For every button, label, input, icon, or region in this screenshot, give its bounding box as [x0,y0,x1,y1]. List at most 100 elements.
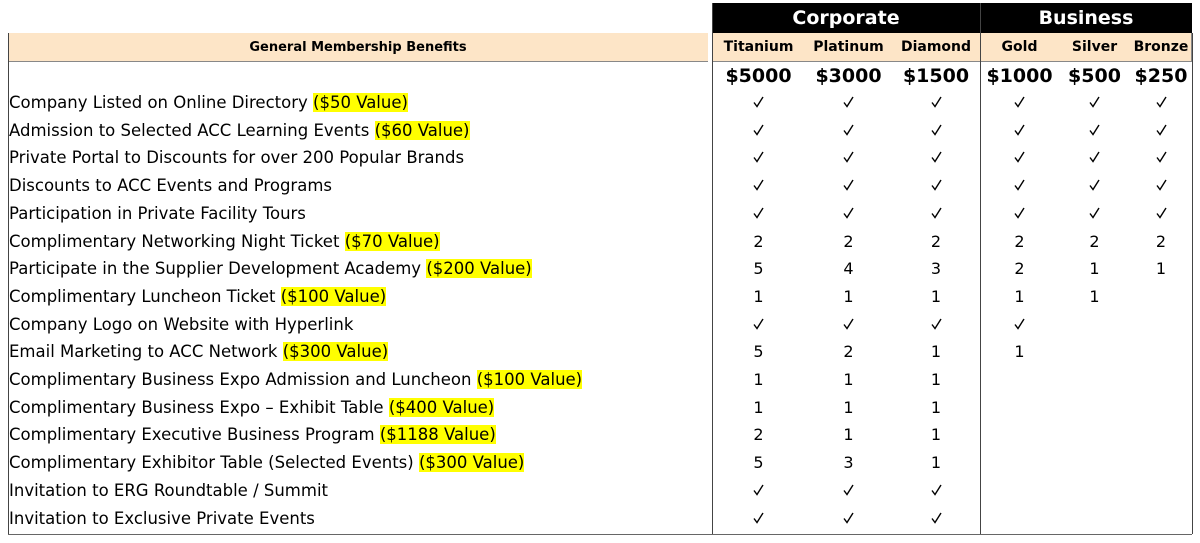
checkmark-glyph [1014,96,1025,108]
benefit-count: 2 [753,425,764,444]
benefit-count: 1 [843,425,854,444]
checkmark-glyph [753,96,764,108]
benefit-row-label: Complimentary Executive Business Program… [9,421,496,449]
check-icon [892,200,980,228]
tier-gold-price: $1000 [986,65,1053,87]
benefit-count: 1 [930,342,942,361]
column-divider [8,33,9,534]
checkmark-glyph [753,179,764,191]
checkmark-glyph [843,512,854,524]
benefit-row-label: Complimentary Business Expo Admission an… [9,366,583,394]
checkmark-glyph [1014,124,1025,136]
tier-gold-label: Gold [1001,39,1038,55]
benefit-count: 1 [753,398,764,417]
checkmark-glyph [843,318,854,330]
benefit-count: 2 [1014,259,1025,278]
check-icon [712,89,805,117]
benefit-row-label: Complimentary Exhibitor Table (Selected … [9,449,525,477]
benefit-count: 2 [1089,232,1100,251]
checkmark-glyph [1155,151,1167,163]
checkmark-glyph [1014,151,1025,163]
check-icon [1059,172,1130,200]
benefit-count: 1 [753,370,764,389]
business-group-header: Business [980,3,1192,33]
benefit-value-highlight: ($50 Value) [313,93,408,112]
check-icon [892,311,980,339]
benefit-name: Complimentary Exhibitor Table (Selected … [9,453,414,472]
check-icon [712,311,805,339]
checkmark-glyph [930,512,942,524]
checkmark-glyph [930,484,942,496]
checkmark-glyph [843,151,854,163]
benefit-name: Complimentary Luncheon Ticket [9,287,276,306]
checkmark-glyph [1089,207,1100,219]
checkmark-glyph [930,124,942,136]
benefit-value-highlight: ($300 Value) [418,453,525,472]
benefit-count: 1 [1089,287,1100,306]
check-icon [1130,172,1192,200]
checkmark-glyph [753,124,764,136]
corporate-tier-band [712,33,980,62]
benefit-count: 2 [753,232,764,251]
checkmark-glyph [930,96,942,108]
benefit-value-highlight: ($100 Value) [476,370,583,389]
benefit-count: 4 [843,259,854,278]
tier-silver-label: Silver [1071,39,1118,55]
benefit-name: Private Portal to Discounts for over 200… [9,148,465,167]
benefit-name: Complimentary Business Expo Admission an… [9,370,472,389]
business-tier-band [980,33,1192,62]
column-divider [712,3,713,534]
column-divider [980,3,981,534]
benefit-value-highlight: ($200 Value) [426,259,532,278]
checkmark-glyph [843,484,854,496]
check-icon [805,172,892,200]
benefit-name: Company Logo on Website with Hyperlink [9,315,354,334]
benefit-count: 5 [753,453,764,472]
check-icon [1130,89,1192,117]
check-icon [980,200,1059,228]
checkmark-glyph [1155,207,1167,219]
check-icon [1130,144,1192,172]
benefit-row-label: Company Logo on Website with Hyperlink [9,311,353,339]
benefit-count: 2 [843,232,854,251]
check-icon [712,144,805,172]
benefit-name: Company Listed on Online Directory [9,93,308,112]
checkmark-glyph [1089,151,1100,163]
checkmark-glyph [753,207,764,219]
benefit-count: 1 [930,425,942,444]
checkmark-glyph [1014,179,1025,191]
check-icon [980,144,1059,172]
benefit-row-label: Complimentary Networking Night Ticket ($… [9,228,440,256]
checkmark-glyph [1014,207,1025,219]
benefit-name: Email Marketing to ACC Network [9,342,278,361]
benefit-count: 1 [753,287,764,306]
benefit-count: 5 [753,342,764,361]
check-icon [892,505,980,533]
tier-diamond-label: Diamond [900,39,972,55]
check-icon [805,117,892,145]
check-icon [1130,117,1192,145]
benefit-row-label: Company Listed on Online Directory ($50 … [9,89,408,117]
tier-platinum-label: Platinum [813,39,884,55]
benefit-row-label: Email Marketing to ACC Network ($300 Val… [9,338,389,366]
benefit-row-label: Invitation to ERG Roundtable / Summit [9,477,328,505]
checkmark-glyph [843,96,854,108]
tier-silver-price: $500 [1068,65,1121,87]
benefit-name: Participation in Private Facility Tours [9,204,306,223]
checkmark-glyph [753,151,764,163]
benefits-header-band [8,33,708,62]
benefit-count: 3 [843,453,854,472]
checkmark-glyph [1089,96,1100,108]
benefit-name: Admission to Selected ACC Learning Event… [9,121,370,140]
benefit-row-label: Complimentary Business Expo – Exhibit Ta… [9,394,495,422]
benefit-row-label: Complimentary Luncheon Ticket ($100 Valu… [9,283,387,311]
check-icon [980,89,1059,117]
benefit-name: Complimentary Networking Night Ticket [9,232,340,251]
benefit-count: 2 [1155,232,1167,251]
benefit-count: 1 [930,398,942,417]
benefit-count: 1 [930,453,942,472]
checkmark-glyph [843,179,854,191]
check-icon [980,311,1059,339]
benefit-value-highlight: ($70 Value) [344,232,440,251]
checkmark-glyph [930,179,942,191]
